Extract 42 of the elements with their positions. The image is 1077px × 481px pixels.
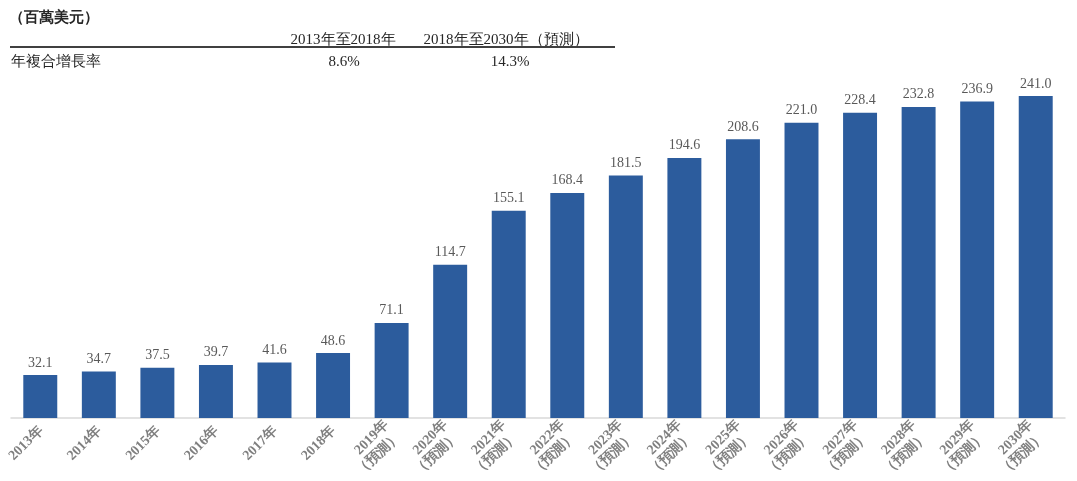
bar: [257, 362, 292, 418]
data-label: 168.4: [551, 172, 584, 188]
bar: [550, 192, 585, 418]
bar: [198, 364, 233, 418]
data-label: 194.6: [668, 137, 701, 153]
data-label: 228.4: [844, 92, 876, 108]
bar: [23, 375, 58, 418]
data-label: 155.1: [492, 190, 525, 206]
bar: [901, 106, 936, 418]
bar: [316, 353, 351, 418]
data-label: 37.5: [145, 347, 170, 363]
data-label: 232.8: [902, 86, 935, 102]
text: 14.3%: [490, 53, 530, 69]
bar: [374, 322, 409, 418]
data-label: 39.7: [203, 344, 229, 360]
data-label: 48.6: [320, 332, 346, 348]
data-label: 71.1: [379, 302, 404, 318]
bar: [1018, 96, 1053, 418]
data-label: 34.7: [86, 351, 112, 367]
bar: [784, 122, 819, 418]
data-label: 208.6: [727, 118, 759, 134]
data-label: 114.7: [434, 244, 466, 260]
bar: [960, 101, 995, 418]
data-label: 41.6: [262, 341, 287, 357]
chart-title: （百萬美元）: [9, 7, 99, 25]
bar: [843, 112, 878, 418]
bar: [433, 264, 468, 418]
text: 年複合增長率: [11, 53, 101, 69]
bar: [140, 367, 175, 418]
bar: [81, 371, 116, 418]
bar: [608, 175, 643, 418]
data-label: 32.1: [28, 354, 53, 370]
text: 2013年至2018年: [290, 31, 396, 47]
text: 2018年至2030年（預測）: [423, 31, 589, 47]
data-label: 221.0: [785, 102, 818, 118]
data-label: 181.5: [610, 154, 642, 170]
bar: [491, 210, 526, 418]
bar: [667, 157, 702, 418]
data-label: 236.9: [961, 80, 993, 96]
text: 8.6%: [328, 53, 360, 69]
bar: [725, 139, 760, 418]
data-label: 241.0: [1019, 75, 1052, 91]
